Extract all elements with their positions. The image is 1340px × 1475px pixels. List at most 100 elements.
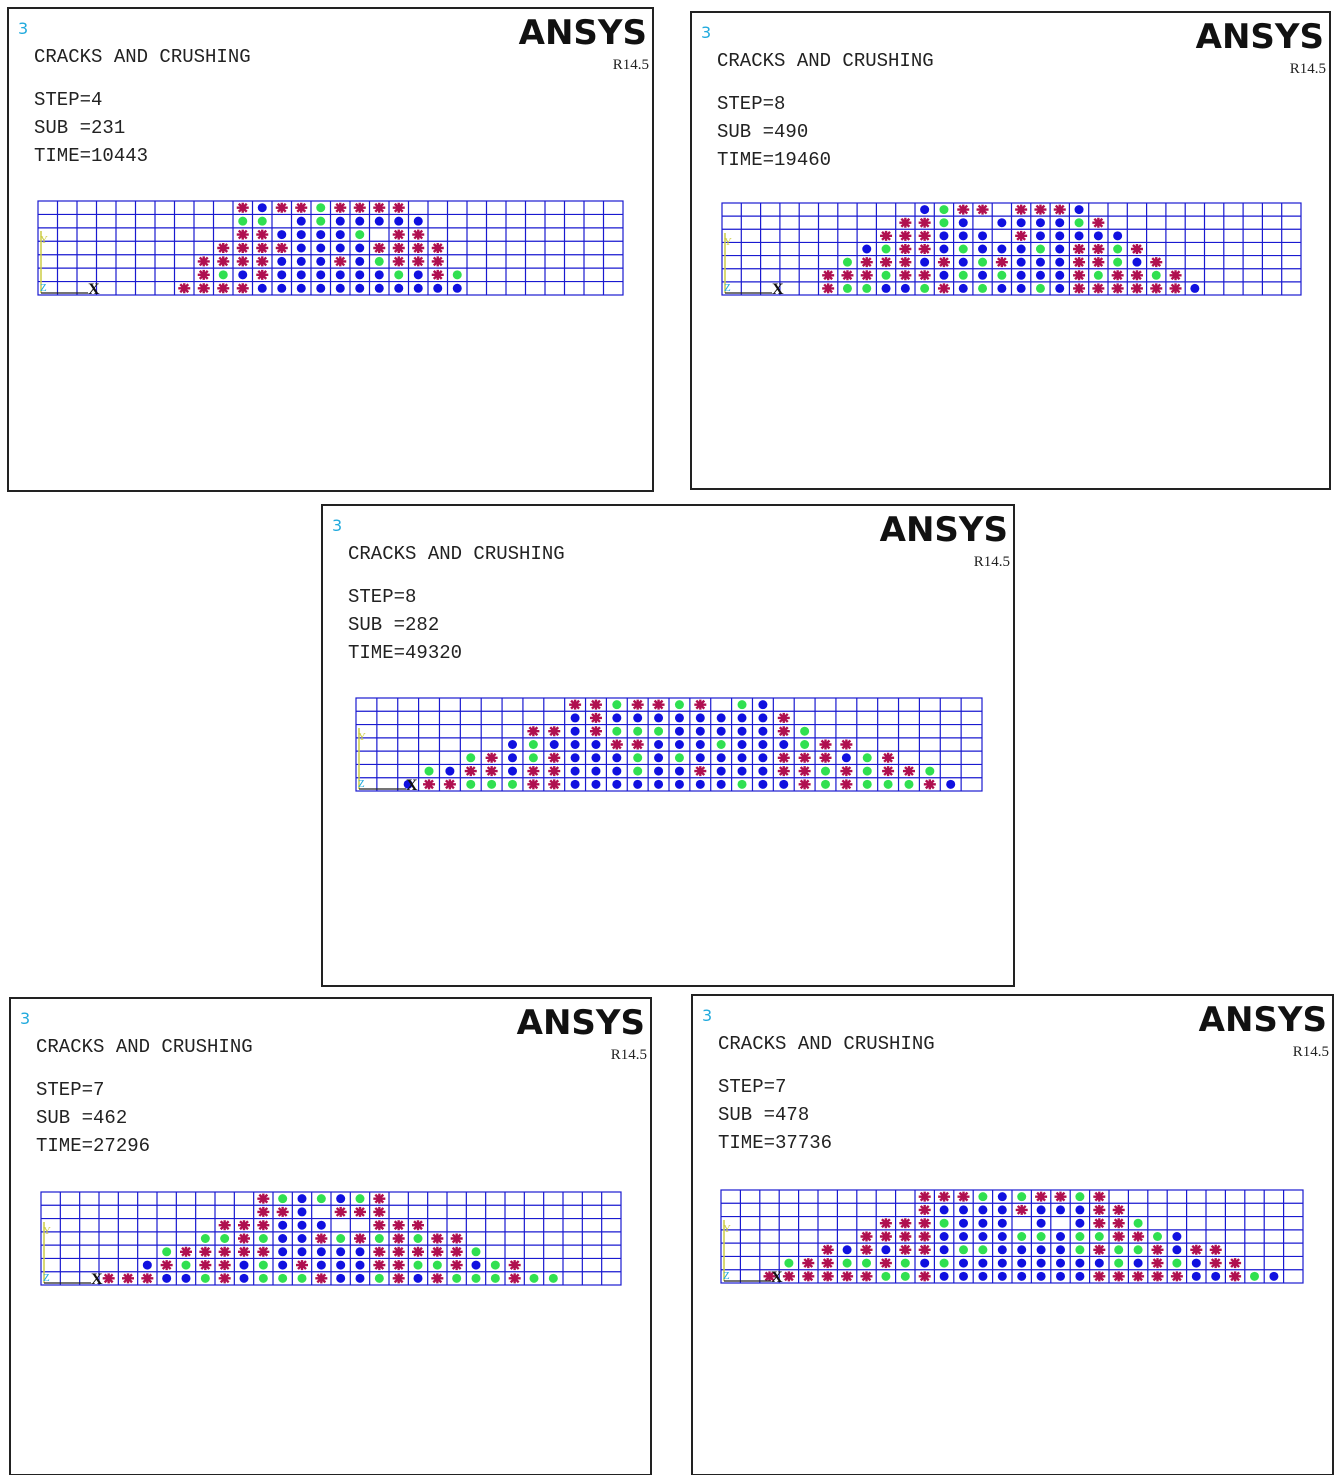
- crack-symbol: [373, 203, 385, 213]
- crack-symbol: [1056, 1232, 1065, 1241]
- crack-symbol: [277, 270, 286, 279]
- crack-symbol: [882, 271, 891, 280]
- window-number: 3: [20, 1009, 30, 1028]
- crack-symbol: [238, 1220, 250, 1230]
- crack-symbol: [295, 203, 307, 213]
- crack-symbol: [1075, 218, 1084, 227]
- crack-symbol: [696, 713, 705, 722]
- crack-symbol: [822, 270, 834, 280]
- crack-symbol: [899, 1218, 911, 1228]
- crack-symbol: [778, 726, 790, 736]
- crack-symbol: [925, 767, 934, 776]
- crack-symbol: [654, 753, 663, 762]
- crack-symbol: [423, 779, 435, 789]
- crack-symbol: [919, 244, 931, 254]
- crack-symbol: [571, 727, 580, 736]
- crack-symbol: [1017, 1192, 1026, 1201]
- crack-symbol: [717, 740, 726, 749]
- crack-symbol: [414, 270, 423, 279]
- crack-symbol: [1150, 283, 1162, 293]
- crack-symbol: [571, 713, 580, 722]
- crack-symbol: [840, 779, 852, 789]
- crack-symbol: [375, 284, 384, 293]
- crack-symbol: [1016, 1205, 1028, 1215]
- crack-symbol: [802, 1271, 814, 1281]
- crack-symbol: [219, 1260, 231, 1270]
- crack-symbol: [431, 1273, 443, 1283]
- axis-y-label: Y: [358, 731, 366, 743]
- crack-symbol: [336, 1274, 345, 1283]
- crack-symbol: [717, 767, 726, 776]
- crack-symbol: [1056, 1272, 1065, 1281]
- crack-symbol: [904, 780, 913, 789]
- crack-symbol: [571, 740, 580, 749]
- version-label: R14.5: [1293, 1044, 1329, 1060]
- crack-symbol: [959, 245, 968, 254]
- crack-symbol: [919, 1192, 931, 1202]
- sub-label: SUB =282: [348, 614, 439, 636]
- crack-symbol: [393, 243, 405, 253]
- crack-symbol: [298, 1194, 307, 1203]
- crack-symbol: [237, 203, 249, 213]
- crack-symbol: [998, 1259, 1007, 1268]
- crack-symbol: [861, 1245, 873, 1255]
- crack-symbol: [548, 779, 560, 789]
- crack-symbol: [432, 270, 444, 280]
- crack-symbol: [1132, 1271, 1144, 1281]
- crack-symbol: [316, 257, 325, 266]
- crack-symbol: [354, 1234, 366, 1244]
- crack-symbol: [1170, 283, 1182, 293]
- crack-symbol: [654, 727, 663, 736]
- crack-symbol: [373, 1260, 385, 1270]
- crack-symbol: [758, 713, 767, 722]
- crack-symbol: [997, 218, 1006, 227]
- crack-symbol: [880, 1232, 892, 1242]
- crack-symbol: [278, 1234, 287, 1243]
- ansys-window: 3CRACKS AND CRUSHINGSTEP=8SUB =282TIME=4…: [322, 505, 1014, 986]
- crack-symbol: [959, 218, 968, 227]
- axis-y-label: Y: [724, 236, 732, 248]
- window-frame: [322, 505, 1014, 986]
- crack-symbol: [840, 740, 852, 750]
- crack-symbol: [978, 1219, 987, 1228]
- crack-symbol: [675, 700, 684, 709]
- crack-symbol: [632, 740, 644, 750]
- crack-symbol: [1055, 258, 1064, 267]
- crack-symbol: [1017, 284, 1026, 293]
- crack-symbol: [758, 727, 767, 736]
- crack-symbol: [1152, 1271, 1164, 1281]
- crack-symbol: [335, 1207, 347, 1217]
- crack-symbol: [880, 231, 892, 241]
- crack-symbol: [1095, 1232, 1104, 1241]
- crack-symbol: [219, 1247, 231, 1257]
- crack-symbol: [799, 753, 811, 763]
- crack-symbol: [1056, 1259, 1065, 1268]
- crack-symbol: [1210, 1258, 1222, 1268]
- crack-symbol: [978, 1205, 987, 1214]
- crack-symbol: [298, 1234, 307, 1243]
- step-label: STEP=7: [718, 1076, 786, 1098]
- crack-symbol: [217, 243, 229, 253]
- crack-symbol: [451, 1247, 463, 1257]
- crack-symbol: [978, 258, 987, 267]
- crack-symbol: [717, 753, 726, 762]
- crack-symbol: [452, 1274, 461, 1283]
- crack-symbol: [694, 766, 706, 776]
- crack-symbol: [1190, 1245, 1202, 1255]
- crack-symbol: [1113, 231, 1122, 240]
- crack-symbol: [1015, 231, 1027, 241]
- crack-symbol: [393, 1273, 405, 1283]
- crack-symbol: [998, 1192, 1007, 1201]
- crack-symbol: [800, 727, 809, 736]
- window-frame: [691, 12, 1330, 489]
- crack-symbol: [317, 1261, 326, 1270]
- crack-symbol: [336, 284, 345, 293]
- crack-symbol: [256, 230, 268, 240]
- crack-symbol: [940, 1259, 949, 1268]
- crack-symbol: [1172, 1245, 1181, 1254]
- crack-symbol: [529, 753, 538, 762]
- crack-symbol: [527, 726, 539, 736]
- crack-symbol: [959, 1245, 968, 1254]
- crack-symbol: [1075, 1232, 1084, 1241]
- ansys-logo: ANSYS: [1199, 1000, 1327, 1040]
